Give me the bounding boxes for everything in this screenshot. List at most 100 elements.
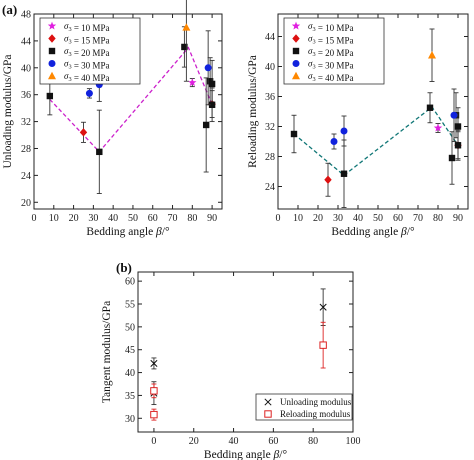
data-point <box>181 43 188 51</box>
x-tick-label: 90 <box>453 213 463 224</box>
data-point <box>96 148 103 156</box>
data-point <box>454 142 462 149</box>
y-tick-label: 44 <box>21 36 31 47</box>
x-axis-title: Bedding angle β/° <box>86 226 170 238</box>
y-tick-label: 40 <box>125 368 135 379</box>
y-tick-label: 36 <box>265 92 275 103</box>
legend-marker <box>292 60 300 67</box>
data-point <box>150 387 158 395</box>
series-1 <box>150 288 327 406</box>
legend-label: σ3 = 15 MPa <box>308 34 353 46</box>
x-tick-label: 80 <box>308 436 318 447</box>
y-tick-label: 55 <box>125 300 135 311</box>
legend: Unloading modulus Reloading modulus <box>255 393 353 421</box>
marker-cross-stroke <box>264 398 272 406</box>
plot-frame <box>137 271 354 433</box>
x-tick-label: 70 <box>413 213 423 224</box>
trend-line <box>49 46 213 153</box>
series-2 <box>79 90 216 143</box>
legend-box <box>283 17 385 85</box>
data-point <box>208 80 216 88</box>
legend-marker <box>292 71 300 80</box>
data-point <box>319 303 327 311</box>
data-point <box>46 92 54 100</box>
y-tick-label: 24 <box>21 171 31 182</box>
legend-label: Reloading modulus <box>280 409 351 419</box>
data-point <box>340 127 348 135</box>
legend-box <box>39 17 141 85</box>
plot-frame <box>33 13 223 210</box>
data-point <box>454 123 462 130</box>
legend-marker <box>48 47 56 55</box>
legend-marker <box>292 47 300 55</box>
legend-label: σ3 = 40 MPa <box>64 71 109 83</box>
series-5 <box>182 0 191 82</box>
legend-marker <box>291 21 301 30</box>
data-point <box>150 410 158 419</box>
y-tick-label: 40 <box>265 62 275 73</box>
series-1 <box>433 123 443 133</box>
data-point <box>428 51 436 59</box>
legend-label: σ3 = 20 MPa <box>64 46 109 58</box>
legend-label: σ3 = 10 MPa <box>64 21 109 33</box>
y-axis-title: Reloading modulus/GPa <box>247 55 259 168</box>
y-tick-label: 40 <box>21 63 31 74</box>
y-tick-label: 48 <box>21 10 31 21</box>
data-point <box>188 78 197 87</box>
legend-label: σ3 = 30 MPa <box>308 59 353 71</box>
x-tick-label: 20 <box>313 213 323 224</box>
legend-label: σ3 = 20 MPa <box>308 46 353 58</box>
data-point <box>150 359 158 367</box>
x-tick-label: 40 <box>353 213 363 224</box>
legend-marker <box>48 71 56 80</box>
data-point <box>433 123 443 132</box>
x-tick-label: 30 <box>333 213 343 224</box>
y-tick-label: 28 <box>21 144 31 155</box>
chart-panel-2: 0 10 20 30 40 50 60 70 80 90 24 28 32 36 40 44 Bedding a… <box>247 13 469 238</box>
x-tick-label: 20 <box>69 213 79 224</box>
data-point <box>182 23 191 31</box>
data-point <box>79 128 88 137</box>
marker-cross-stroke <box>319 303 327 311</box>
x-tick-label: 20 <box>189 436 199 447</box>
series-2 <box>150 321 327 421</box>
x-axis-title: Bedding angle β/° <box>204 449 288 460</box>
data-point <box>85 89 93 97</box>
legend-label: σ3 = 30 MPa <box>64 59 109 71</box>
y-axis-title: Unloading modulus/GPa <box>2 54 14 168</box>
data-point <box>204 64 212 72</box>
legend-marker <box>48 34 56 43</box>
data-point <box>208 101 216 108</box>
legend-marker <box>292 34 300 43</box>
x-tick-label: 60 <box>268 436 278 447</box>
panel-label: (a) <box>2 2 17 17</box>
plot-frame <box>277 13 469 210</box>
chart-panel-1: 0 10 20 30 40 50 60 70 80 90 20 24 28 32 36 40 44 48 Beddi… <box>2 0 223 238</box>
legend-label: Unloading modulus <box>280 397 352 407</box>
x-tick-label: 50 <box>128 213 138 224</box>
x-tick-label: 40 <box>229 436 239 447</box>
y-tick-label: 44 <box>265 32 275 43</box>
series-5 <box>428 28 436 82</box>
y-tick-label: 20 <box>21 198 31 209</box>
chart-panel-3: 0 20 40 60 80 100 30 35 40 45 50 55 60 Bedding angle … <box>101 260 361 460</box>
x-tick-label: 40 <box>108 213 118 224</box>
x-tick-label: 60 <box>393 213 403 224</box>
y-axis-title: Tangent modulus/GPa <box>101 301 113 403</box>
x-tick-label: 10 <box>49 213 59 224</box>
marker-cross-stroke <box>150 359 158 367</box>
legend-label: σ3 = 10 MPa <box>308 21 353 33</box>
y-tick-label: 32 <box>265 122 275 133</box>
x-tick-label: 70 <box>168 213 178 224</box>
data-point <box>202 121 210 129</box>
x-tick-label: 80 <box>187 213 197 224</box>
data-point <box>290 130 298 138</box>
y-tick-label: 36 <box>21 90 31 101</box>
x-tick-label: 100 <box>346 436 361 447</box>
legend-label: σ3 = 15 MPa <box>64 34 109 46</box>
data-point <box>448 154 456 162</box>
legend-label: σ3 = 40 MPa <box>308 71 353 83</box>
